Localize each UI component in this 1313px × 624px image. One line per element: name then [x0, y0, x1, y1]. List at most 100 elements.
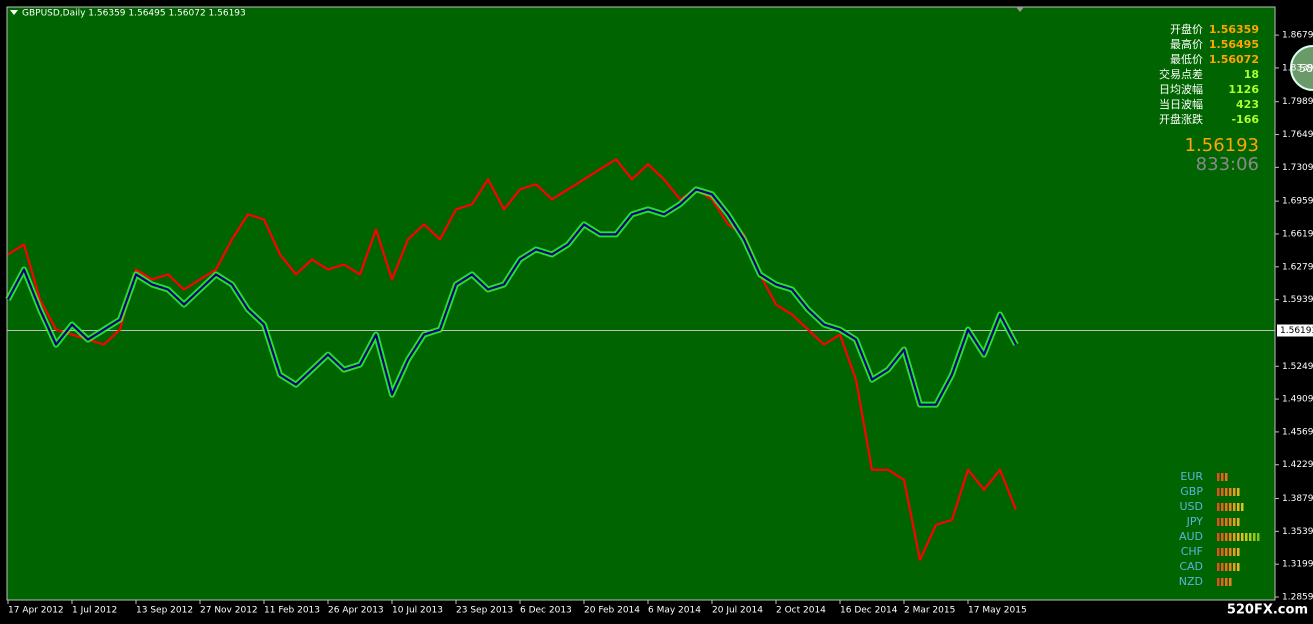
strength-cell [1233, 488, 1236, 496]
info-label: 最高价 [1170, 37, 1203, 51]
info-timer: 833:06 [1196, 154, 1259, 175]
y-tick-label: 1.35390 [1282, 527, 1313, 537]
strength-cell [1217, 578, 1220, 586]
x-tick-label: 17 Apr 2012 [8, 606, 64, 616]
y-tick-label: 1.86790 [1282, 31, 1313, 41]
strength-cell [1217, 473, 1220, 481]
strength-meter [1217, 533, 1260, 541]
strength-meter [1217, 563, 1240, 571]
strength-cell [1237, 488, 1240, 496]
strength-meter [1217, 473, 1228, 481]
strength-cell [1221, 518, 1224, 526]
info-value: 1.56072 [1209, 53, 1259, 66]
x-tick-label: 26 Apr 2013 [328, 606, 384, 616]
strength-cell [1225, 533, 1228, 541]
y-tick-label: 1.45690 [1282, 427, 1313, 437]
x-tick-label: 20 Feb 2014 [584, 606, 640, 616]
menu-arrow[interactable] [10, 10, 18, 15]
strength-cell [1225, 518, 1228, 526]
currency-label: AUD [1179, 530, 1203, 543]
x-tick-label: 11 Feb 2013 [264, 606, 320, 616]
y-tick-label: 1.73090 [1282, 163, 1313, 173]
info-label: 当日波幅 [1159, 97, 1203, 111]
info-label: 最低价 [1170, 53, 1203, 66]
y-tick-label: 1.42290 [1282, 460, 1313, 470]
info-value: 18 [1244, 68, 1259, 81]
strength-cell [1229, 533, 1232, 541]
current-price-label: 1.56193 [1280, 326, 1313, 336]
strength-cell [1217, 533, 1220, 541]
x-tick-label: 6 May 2014 [648, 606, 701, 616]
y-tick-label: 1.69590 [1282, 197, 1313, 207]
x-tick-label: 10 Jul 2013 [392, 606, 443, 616]
strength-cell [1241, 503, 1244, 511]
badge[interactable] [1290, 45, 1313, 91]
strength-cell [1237, 533, 1240, 541]
badge-text: 58 [1299, 62, 1313, 75]
x-tick-label: 27 Nov 2012 [200, 606, 258, 616]
strength-cell [1217, 503, 1220, 511]
info-value: 1.56359 [1209, 23, 1259, 36]
strength-cell [1245, 533, 1248, 541]
info-price: 1.56193 [1185, 135, 1259, 156]
strength-cell [1233, 563, 1236, 571]
strength-cell [1249, 533, 1252, 541]
currency-label: GBP [1180, 485, 1203, 498]
info-label: 交易点差 [1159, 67, 1203, 81]
info-value: 1.56495 [1209, 38, 1259, 51]
strength-cell [1229, 548, 1232, 556]
strength-meter [1217, 488, 1240, 496]
info-value: 1126 [1228, 83, 1259, 96]
series-line [7, 188, 1017, 406]
strength-meter [1217, 518, 1240, 526]
strength-cell [1229, 488, 1232, 496]
strength-meter [1217, 503, 1244, 511]
strength-cell [1221, 578, 1224, 586]
strength-cell [1221, 503, 1224, 511]
header-title: GBPUSD,Daily 1.56359 1.56495 1.56072 1.5… [22, 9, 246, 19]
strength-meter [1217, 548, 1240, 556]
watermark: 520FX.com [1227, 603, 1308, 618]
y-tick-label: 1.49090 [1282, 395, 1313, 405]
y-tick-label: 1.38790 [1282, 494, 1313, 504]
strength-cell [1229, 503, 1232, 511]
current-price-box [1277, 324, 1313, 337]
strength-cell [1237, 518, 1240, 526]
y-tick-label: 1.66190 [1282, 229, 1313, 239]
strength-cell [1233, 548, 1236, 556]
x-tick-label: 2 Mar 2015 [904, 606, 955, 616]
x-tick-label: 17 May 2015 [968, 606, 1027, 616]
x-tick-label: 16 Dec 2014 [840, 606, 898, 616]
info-label: 开盘价 [1170, 22, 1203, 36]
strength-cell [1221, 488, 1224, 496]
x-tick-label: 23 Sep 2013 [456, 606, 513, 616]
x-tick-label: 6 Dec 2013 [520, 606, 572, 616]
y-tick-label: 1.62790 [1282, 262, 1313, 272]
strength-cell [1237, 503, 1240, 511]
strength-cell [1229, 518, 1232, 526]
x-tick-label: 20 Jul 2014 [712, 606, 763, 616]
strength-cell [1225, 473, 1228, 481]
x-tick-label: 2 Oct 2014 [776, 606, 826, 616]
strength-cell [1221, 548, 1224, 556]
strength-cell [1229, 563, 1232, 571]
strength-cell [1217, 563, 1220, 571]
x-tick-label: 13 Sep 2012 [136, 606, 193, 616]
strength-cell [1233, 518, 1236, 526]
y-tick-label: 1.59390 [1282, 295, 1313, 305]
currency-label: EUR [1180, 470, 1203, 483]
x-tick-label: 1 Jul 2012 [72, 606, 117, 616]
currency-label: USD [1179, 500, 1203, 513]
strength-meter [1217, 578, 1232, 586]
strength-cell [1233, 533, 1236, 541]
y-tick-label: 1.79890 [1282, 97, 1313, 107]
strength-cell [1225, 548, 1228, 556]
y-tick-label: 1.52490 [1282, 362, 1313, 372]
y-tick-label: 1.31990 [1282, 560, 1313, 570]
currency-label: JPY [1186, 515, 1204, 528]
y-tick-label: 1.28590 [1282, 593, 1313, 603]
strength-cell [1221, 473, 1224, 481]
strength-cell [1225, 503, 1228, 511]
shift-marker [1016, 7, 1024, 12]
strength-cell [1221, 533, 1224, 541]
